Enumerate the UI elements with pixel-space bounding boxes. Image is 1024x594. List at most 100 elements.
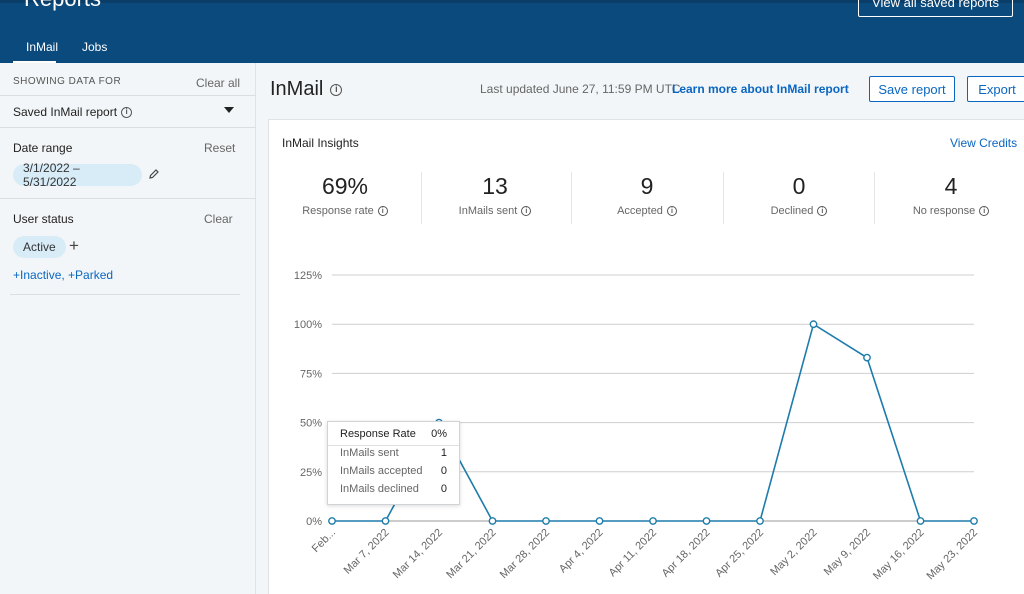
tab-inmail[interactable]: InMail [26,40,59,54]
tooltip-row-value: 0 [440,483,447,495]
info-icon[interactable]: i [330,83,343,96]
x-tick-label: May 23, 2022 [925,527,981,583]
filter-sidebar: SHOWING DATA FOR Clear all Saved InMail … [0,63,256,594]
date-range-pill[interactable]: 3/1/2022 – 5/31/2022 [13,161,142,189]
save-report-button[interactable]: Save report [869,76,955,102]
data-point [381,517,390,525]
tooltip-title: Response Rate [340,428,416,440]
metric-value: 0 [792,173,806,199]
x-tick-label: Apr 18, 2022 [660,527,713,580]
reset-button[interactable]: Reset [204,141,236,155]
x-tick-label: Mar 21, 2022 [444,527,498,581]
add-status-icon[interactable]: + [69,236,79,255]
metric-response-rate: 69% Response rate i [270,173,420,217]
metric-value: 4 [944,173,958,199]
y-tick-label: 100% [294,319,322,331]
data-point [756,517,764,525]
export-button[interactable]: Export [967,76,1024,102]
tooltip-row-value: 1 [440,447,447,459]
clear-status-button[interactable]: Clear [204,212,233,226]
data-point [542,517,550,525]
data-point [328,517,336,525]
tooltip-divider [328,445,459,446]
header-top-line [0,0,1024,3]
last-updated-text: Last updated June 27, 11:59 PM UTC [480,82,681,96]
data-point [916,517,925,525]
metric-inmails-sent: 13 InMails sent i [420,173,570,217]
divider [0,127,256,128]
metric-divider [571,172,572,224]
showing-data-label: SHOWING DATA FOR [13,76,122,87]
x-tick-label: May 2, 2022 [768,527,819,578]
more-statuses-link[interactable]: +Inactive, +Parked [13,268,114,282]
divider [0,95,256,96]
view-credits-link[interactable]: View Credits [950,136,1018,150]
info-icon[interactable]: i [817,206,828,216]
y-tick-label: 50% [300,418,322,430]
clear-all-button[interactable]: Clear all [196,76,241,90]
tooltip-header: Response Rate 0% [340,428,447,440]
metric-divider [723,172,724,224]
data-point [595,517,604,525]
info-icon[interactable]: i [521,206,532,216]
active-tab-indicator [13,61,56,63]
x-tick-label: Mar 14, 2022 [391,527,445,581]
metric-label: Accepted [617,205,663,217]
metric-value: 9 [640,173,654,199]
chart-tooltip: Response Rate 0% InMails sent 1 InMails … [327,421,460,505]
data-point [809,320,818,329]
y-tick-label: 25% [300,467,322,479]
data-point [649,517,657,525]
data-point [863,353,871,362]
caret-down-icon[interactable] [224,107,234,113]
page-title: Reports [24,0,101,12]
info-icon[interactable]: i [666,206,677,216]
tooltip-row-value: 0 [440,465,447,477]
x-tick-label: Apr 11, 2022 [607,527,659,579]
top-header: Reports View all saved reports InMail Jo… [0,0,1024,63]
metric-divider [874,172,875,224]
metric-accepted: 9 Accepted i [572,173,722,217]
metric-label: Response rate [302,205,374,217]
main-title: InMail i [270,78,343,101]
response-rate-line-chart: 0%25%50%75%100%125%Feb... Mar 7, 2022 Mar … [294,270,981,583]
user-status-label: User status [13,212,74,226]
saved-report-dropdown[interactable]: Saved InMail report i [13,105,133,119]
info-icon[interactable]: i [377,206,388,216]
edit-pencil-icon[interactable] [148,168,160,180]
saved-report-label: Saved InMail report [13,105,118,119]
x-tick-label: May 9, 2022 [822,527,873,578]
tooltip-row: InMails accepted 0 [340,465,447,477]
x-tick-label: Mar 7, 2022 [342,527,392,577]
view-all-saved-reports-button[interactable]: View all saved reports [858,0,1013,17]
data-point [702,517,711,525]
tooltip-row-label: InMails sent [340,447,399,459]
tooltip-row-label: InMails accepted [340,465,423,477]
data-point [488,517,497,525]
metric-value: 69% [321,173,369,199]
metric-declined: 0 Declined i [724,173,874,217]
metric-label: Declined [770,205,814,217]
divider [0,198,256,199]
metric-label: No response [912,205,976,217]
divider [10,294,240,295]
metric-no-response: 4 No response i [876,173,1024,217]
metric-label: InMails sent [458,205,518,217]
tab-jobs[interactable]: Jobs [82,40,108,54]
x-tick-label: May 16, 2022 [871,527,927,583]
x-tick-label: Apr 4, 2022 [557,527,606,576]
info-icon[interactable]: i [979,206,990,216]
tooltip-row: InMails declined 0 [340,483,447,495]
tooltip-row: InMails sent 1 [340,447,447,459]
metric-value: 13 [482,173,508,199]
date-range-label: Date range [13,141,73,155]
x-tick-label: Feb... [310,527,338,555]
status-pill-active[interactable]: Active [13,236,66,258]
main-title-text: InMail [270,78,324,100]
tooltip-title-value: 0% [431,428,447,440]
learn-more-link[interactable]: Learn more about InMail report [672,82,849,96]
data-point [970,517,978,525]
y-tick-label: 75% [300,368,322,380]
info-icon[interactable]: i [121,106,133,118]
y-tick-label: 0% [306,516,322,528]
